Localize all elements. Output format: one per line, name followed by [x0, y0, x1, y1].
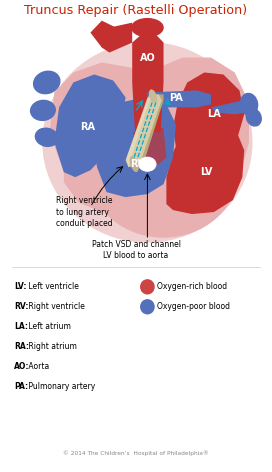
Ellipse shape: [64, 92, 116, 157]
Ellipse shape: [34, 71, 60, 93]
Polygon shape: [166, 118, 244, 214]
Ellipse shape: [246, 109, 261, 126]
Text: AO:: AO:: [14, 362, 30, 371]
Text: RA: RA: [80, 122, 95, 132]
Text: Left ventricle: Left ventricle: [26, 282, 79, 291]
Ellipse shape: [43, 42, 252, 242]
Ellipse shape: [139, 157, 156, 171]
Polygon shape: [102, 23, 132, 52]
Text: © 2014 The Children’s  Hospital of Philadelphia®: © 2014 The Children’s Hospital of Philad…: [63, 451, 209, 456]
Text: Patch VSD and channel
LV blood to aorta: Patch VSD and channel LV blood to aorta: [91, 240, 181, 261]
Circle shape: [141, 280, 154, 294]
Ellipse shape: [90, 107, 237, 237]
Text: RA:: RA:: [14, 342, 29, 351]
Text: LV: LV: [200, 167, 212, 177]
Polygon shape: [132, 28, 163, 132]
Ellipse shape: [240, 93, 258, 115]
Circle shape: [141, 300, 154, 314]
Text: RV: RV: [130, 159, 146, 169]
Polygon shape: [163, 122, 186, 217]
Text: Aorta: Aorta: [26, 362, 50, 371]
Polygon shape: [147, 91, 211, 107]
Polygon shape: [54, 75, 126, 177]
Text: AO: AO: [140, 52, 155, 62]
Ellipse shape: [31, 101, 55, 120]
Text: LA:: LA:: [14, 322, 29, 331]
Text: Left atrium: Left atrium: [26, 322, 71, 331]
Text: LA: LA: [207, 110, 221, 119]
Polygon shape: [211, 101, 249, 114]
Polygon shape: [90, 21, 121, 48]
Ellipse shape: [132, 18, 163, 37]
Polygon shape: [92, 97, 176, 197]
Text: Pulmonary artery: Pulmonary artery: [26, 382, 96, 391]
Text: LV:: LV:: [14, 282, 27, 291]
Text: PA: PA: [169, 93, 183, 103]
Text: Truncus Repair (Rastelli Operation): Truncus Repair (Rastelli Operation): [24, 4, 248, 17]
Text: Right ventricle: Right ventricle: [26, 302, 85, 312]
Polygon shape: [50, 58, 249, 212]
Polygon shape: [126, 94, 162, 167]
Text: RV:: RV:: [14, 302, 29, 312]
Polygon shape: [126, 97, 151, 167]
Polygon shape: [173, 73, 244, 164]
Polygon shape: [133, 94, 163, 170]
Text: Right ventricle
to lung artery
conduit placed: Right ventricle to lung artery conduit p…: [56, 196, 113, 228]
Text: Oxygen-rich blood: Oxygen-rich blood: [157, 282, 227, 291]
Ellipse shape: [149, 90, 157, 103]
Polygon shape: [133, 124, 166, 166]
Ellipse shape: [130, 157, 138, 172]
Text: Oxygen-poor blood: Oxygen-poor blood: [157, 302, 230, 312]
Text: Right atrium: Right atrium: [26, 342, 77, 351]
Text: PA:: PA:: [14, 382, 29, 391]
Ellipse shape: [35, 128, 58, 146]
